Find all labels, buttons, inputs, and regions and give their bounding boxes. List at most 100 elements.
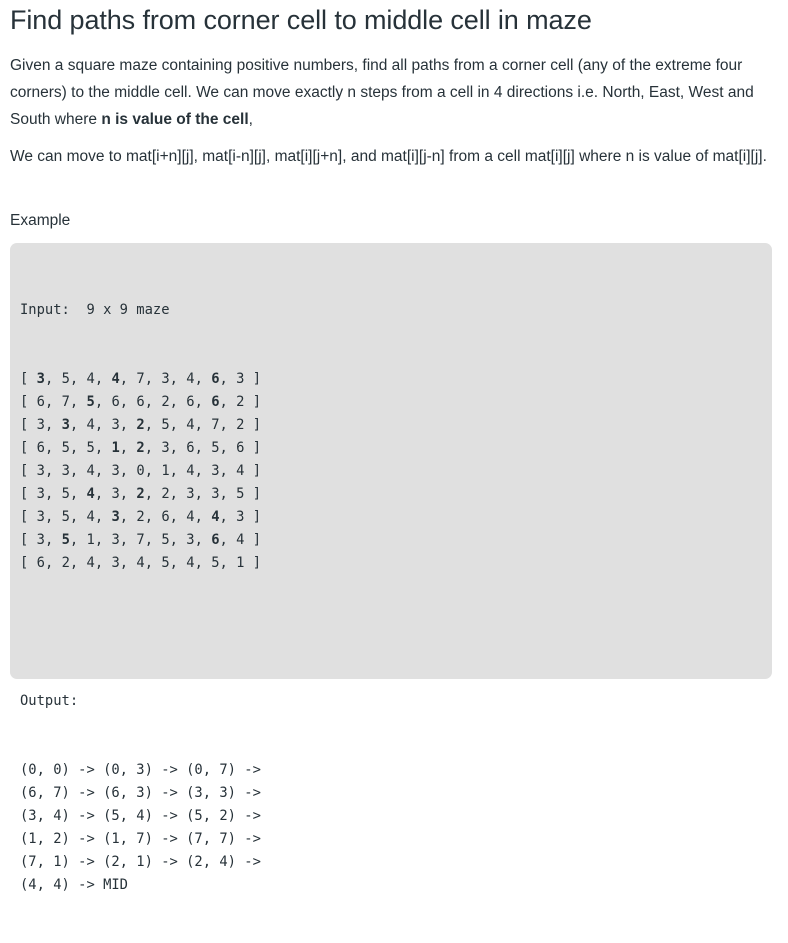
matrix-cell: 4: [186, 555, 195, 571]
matrix-cell: 3: [111, 509, 120, 525]
matrix-cell: 4: [86, 555, 95, 571]
matrix-cell: 5: [61, 486, 70, 502]
matrix-cell: 7: [136, 532, 145, 548]
matrix-cell: 3: [36, 463, 45, 479]
matrix-cell: 4: [86, 417, 95, 433]
matrix-cell: 1: [86, 532, 95, 548]
matrix-cell: 3: [36, 371, 45, 387]
matrix-cell: 3: [161, 440, 170, 456]
matrix-cell: 3: [111, 486, 120, 502]
page-title: Find paths from corner cell to middle ce…: [10, 5, 592, 35]
matrix-cell: 1: [161, 463, 170, 479]
blank-line: [20, 621, 261, 644]
matrix-cell: 3: [211, 486, 220, 502]
matrix-cell: 4: [186, 463, 195, 479]
matrix-cell: 3: [236, 509, 245, 525]
matrix-cell: 6: [36, 555, 45, 571]
matrix-cell: 3: [186, 532, 195, 548]
matrix-cell: 3: [161, 371, 170, 387]
input-label: Input: 9 x 9 maze: [20, 302, 170, 318]
matrix-cell: 5: [61, 371, 70, 387]
matrix-cell: 6: [111, 394, 120, 410]
matrix-cell: 3: [61, 417, 70, 433]
description-text: Given a square maze containing positive …: [10, 57, 754, 128]
problem-description: Given a square maze containing positive …: [10, 52, 778, 133]
matrix-cell: 4: [86, 509, 95, 525]
matrix-cell: 7: [136, 371, 145, 387]
matrix-cell: 2: [136, 417, 145, 433]
matrix-cell: 3: [111, 417, 120, 433]
matrix-cell: 5: [161, 532, 170, 548]
matrix-cell: 2: [161, 394, 170, 410]
matrix-row: [ 3, 5, 4, 3, 2, 2, 3, 3, 5 ]: [20, 486, 262, 502]
description-text-end: ,: [248, 111, 253, 128]
article: Find paths from corner cell to middle ce…: [10, 5, 778, 893]
matrix-cell: 5: [161, 555, 170, 571]
matrix-cell: 3: [186, 486, 195, 502]
matrix-cell: 3: [111, 555, 120, 571]
matrix-cell: 2: [236, 417, 245, 433]
matrix-row: [ 3, 3, 4, 3, 0, 1, 4, 3, 4 ]: [20, 463, 262, 479]
output-line: (3, 4) -> (5, 4) -> (5, 2) ->: [20, 808, 261, 824]
matrix-cell: 5: [61, 532, 70, 548]
matrix-cell: 6: [36, 394, 45, 410]
matrix-cell: 4: [186, 371, 195, 387]
matrix-row: [ 3, 5, 1, 3, 7, 5, 3, 6, 4 ]: [20, 532, 262, 548]
matrix-cell: 5: [61, 509, 70, 525]
matrix-cell: 5: [211, 555, 220, 571]
matrix-cell: 4: [186, 417, 195, 433]
example-label: Example: [10, 212, 71, 229]
matrix-cell: 2: [61, 555, 70, 571]
output-line: (0, 0) -> (0, 3) -> (0, 7) ->: [20, 762, 261, 778]
matrix-cell: 6: [161, 509, 170, 525]
matrix-cell: 6: [211, 532, 220, 548]
matrix-cell: 1: [111, 440, 120, 456]
matrix-cell: 3: [111, 463, 120, 479]
matrix-cell: 6: [186, 440, 195, 456]
matrix-cell: 5: [161, 417, 170, 433]
output-label: Output:: [20, 693, 79, 709]
code-content: Input: 9 x 9 maze [ 3, 5, 4, 4, 7, 3, 4,…: [20, 253, 261, 943]
matrix-cell: 4: [236, 532, 245, 548]
matrix-cell: 3: [111, 532, 120, 548]
matrix-cell: 4: [86, 371, 95, 387]
matrix-cell: 3: [61, 463, 70, 479]
output-line: (1, 2) -> (1, 7) -> (7, 7) ->: [20, 831, 261, 847]
matrix-cell: 7: [61, 394, 70, 410]
matrix-cell: 3: [36, 486, 45, 502]
matrix-cell: 4: [186, 509, 195, 525]
matrix-cell: 2: [161, 486, 170, 502]
matrix-cell: 3: [211, 463, 220, 479]
matrix-cell: 6: [236, 440, 245, 456]
matrix-cell: 3: [36, 509, 45, 525]
matrix-cell: 7: [211, 417, 220, 433]
matrix-cell: 1: [236, 555, 245, 571]
matrix-cell: 5: [86, 440, 95, 456]
matrix-cell: 5: [86, 394, 95, 410]
matrix-cell: 6: [186, 394, 195, 410]
matrix-cell: 3: [236, 371, 245, 387]
matrix-cell: 4: [111, 371, 120, 387]
matrix-cell: 5: [211, 440, 220, 456]
matrix-row: [ 6, 7, 5, 6, 6, 2, 6, 6, 2 ]: [20, 394, 262, 410]
matrix-cell: 5: [236, 486, 245, 502]
matrix-cell: 4: [236, 463, 245, 479]
moves-description: We can move to mat[i+n][j], mat[i-n][j],…: [10, 148, 767, 165]
matrix-row: [ 6, 2, 4, 3, 4, 5, 4, 5, 1 ]: [20, 555, 262, 571]
matrix-cell: 0: [136, 463, 145, 479]
matrix-cell: 3: [36, 417, 45, 433]
maze-matrix: [ 3, 5, 4, 4, 7, 3, 4, 6, 3 ] [ 6, 7, 5, …: [20, 368, 261, 575]
matrix-cell: 6: [36, 440, 45, 456]
description-bold-text: n is value of the cell: [101, 111, 249, 128]
matrix-cell: 4: [86, 463, 95, 479]
matrix-row: [ 3, 5, 4, 4, 7, 3, 4, 6, 3 ]: [20, 371, 262, 387]
matrix-cell: 2: [136, 440, 145, 456]
output-line: (7, 1) -> (2, 1) -> (2, 4) ->: [20, 854, 261, 870]
matrix-cell: 2: [136, 509, 145, 525]
matrix-cell: 5: [61, 440, 70, 456]
matrix-cell: 2: [236, 394, 245, 410]
matrix-cell: 6: [211, 394, 220, 410]
code-block: Input: 9 x 9 maze [ 3, 5, 4, 4, 7, 3, 4,…: [10, 243, 772, 893]
matrix-cell: 4: [136, 555, 145, 571]
matrix-cell: 2: [136, 486, 145, 502]
